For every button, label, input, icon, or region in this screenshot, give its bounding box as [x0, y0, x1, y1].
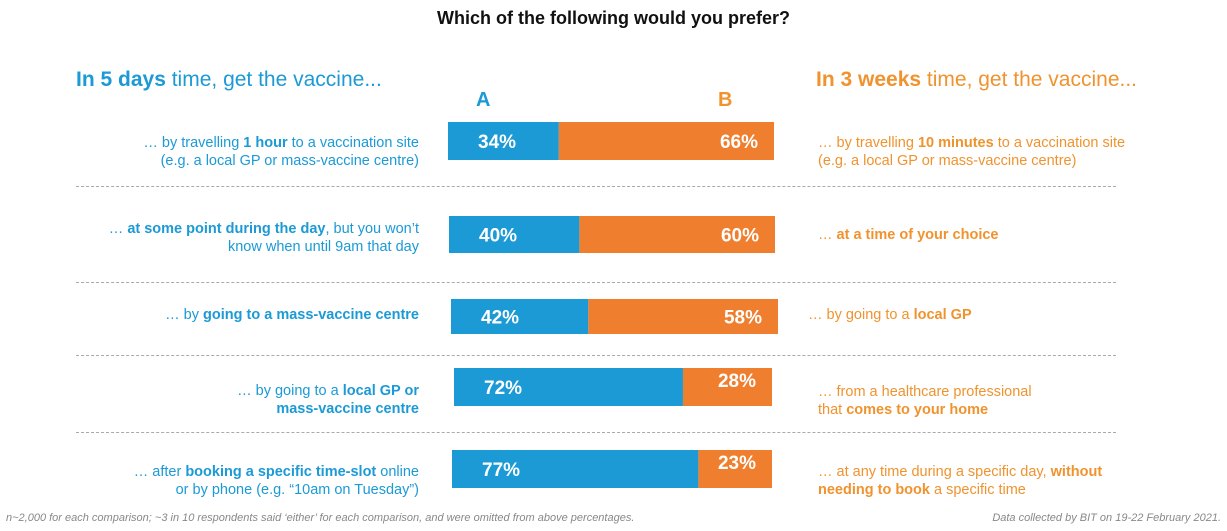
option-a-text-segment: , but you won’t [325, 221, 420, 237]
column-label-a: A [476, 89, 491, 111]
option-b-text-segment: local GP [913, 307, 972, 323]
bar-a-row-3 [451, 299, 589, 334]
data-label-b-row-3: 58% [724, 308, 762, 329]
left-header: In 5 days time, get the vaccine... [76, 68, 382, 92]
option-b-text-row-3: … by going to a local GP [808, 306, 1208, 324]
option-b-text-segment: to a vaccination site [993, 135, 1126, 151]
bar-b-row-1 [558, 122, 774, 160]
option-b-text-row-2: … at a time of your choice [818, 226, 1218, 244]
option-a-text-segment: know when until 9am that day [227, 239, 419, 255]
option-a-text-segment: going to a mass-vaccine centre [203, 307, 419, 323]
row-separator [76, 355, 1116, 356]
option-b-text-segment: needing to book [818, 482, 930, 498]
bar-a-row-2 [449, 216, 580, 253]
data-label-a-row-2: 40% [479, 226, 517, 247]
option-a-text-segment: to a vaccination site [287, 135, 419, 151]
row-separator [76, 282, 1116, 283]
bar-b-row-4 [682, 368, 772, 406]
bar-b-row-3 [588, 299, 778, 334]
option-a-text-row-3: … by going to a mass-vaccine centre [0, 306, 419, 324]
option-b-text-row-1: … by travelling 10 minutes to a vaccinat… [818, 134, 1218, 170]
footnote-right: Data collected by BIT on 19-22 February … [992, 512, 1221, 524]
option-b-text-segment: … from a healthcare professional [818, 384, 1032, 400]
data-label-b-row-1: 66% [720, 132, 758, 153]
data-label-a-row-1: 34% [478, 132, 516, 153]
bar-a-row-5 [452, 450, 699, 488]
option-a-text-segment: … by [165, 307, 204, 323]
option-a-text-segment: … [108, 221, 128, 237]
option-a-text-segment: booking a specific time-slot [185, 464, 377, 480]
option-b-text-segment: that [818, 402, 847, 418]
option-a-text-segment: … after [133, 464, 186, 480]
footnote-left: n~2,000 for each comparison; ~3 in 10 re… [6, 512, 635, 524]
right-header-rest: time, get the vaccine... [921, 68, 1137, 91]
option-a-text-row-5: … after booking a specific time-slot onl… [0, 463, 419, 499]
option-b-text-segment: … by going to a [808, 307, 914, 323]
option-b-text-segment: comes to your home [846, 402, 989, 418]
bar-a-row-1 [448, 122, 559, 160]
option-b-text-segment: … by travelling [818, 135, 918, 151]
option-a-text-segment: … by travelling [143, 135, 244, 151]
option-b-text-segment: … [818, 227, 837, 243]
option-a-text-row-4: … by going to a local GP or mass-vaccine … [0, 382, 419, 418]
bar-a-row-4 [454, 368, 683, 406]
data-label-a-row-5: 77% [482, 460, 520, 481]
option-b-text-segment: (e.g. a local GP or mass-vaccine centre) [818, 153, 1077, 169]
option-a-text-segment: online [376, 464, 419, 480]
chart-title: Which of the following would you prefer? [437, 8, 790, 28]
option-b-text-row-4: … from a healthcare professional that com… [818, 383, 1218, 419]
option-b-text-segment: without [1050, 464, 1103, 480]
right-header: In 3 weeks time, get the vaccine... [816, 68, 1137, 92]
option-a-text-row-1: … by travelling 1 hour to a vaccination … [0, 134, 419, 170]
row-separator [76, 186, 1116, 187]
bar-b-row-5 [698, 450, 772, 488]
left-header-bold: In 5 days [76, 68, 166, 91]
data-label-a-row-4: 72% [484, 378, 522, 399]
option-a-text-row-2: … at some point during the day, but you … [0, 220, 419, 256]
option-b-text-row-5: … at any time during a specific day, wit… [818, 463, 1218, 499]
column-label-b: B [718, 89, 733, 111]
option-a-text-segment: or by phone (e.g. “10am on Tuesday”) [175, 482, 419, 498]
row-separator [76, 432, 1116, 433]
data-label-b-row-4: 28% [718, 371, 756, 392]
option-b-text-segment: a specific time [929, 482, 1026, 498]
option-b-text-segment: … at any time during a specific day, [818, 464, 1051, 480]
option-a-text-segment: (e.g. a local GP or mass-vaccine centre) [160, 153, 419, 169]
option-b-text-segment: 10 minutes [917, 135, 994, 151]
option-a-text-segment: mass-vaccine centre [276, 401, 419, 417]
option-a-text-segment: at some point during the day [127, 221, 326, 237]
option-a-text-segment: local GP or [342, 383, 419, 399]
data-label-a-row-3: 42% [481, 308, 519, 329]
bar-b-row-2 [579, 216, 775, 253]
option-a-text-segment: … by going to a [237, 383, 343, 399]
option-b-text-segment: at a time of your choice [836, 227, 999, 243]
data-label-b-row-2: 60% [721, 226, 759, 247]
data-label-b-row-5: 23% [718, 453, 756, 474]
left-header-rest: time, get the vaccine... [165, 68, 382, 91]
right-header-bold: In 3 weeks [816, 68, 922, 91]
option-a-text-segment: 1 hour [243, 135, 288, 151]
